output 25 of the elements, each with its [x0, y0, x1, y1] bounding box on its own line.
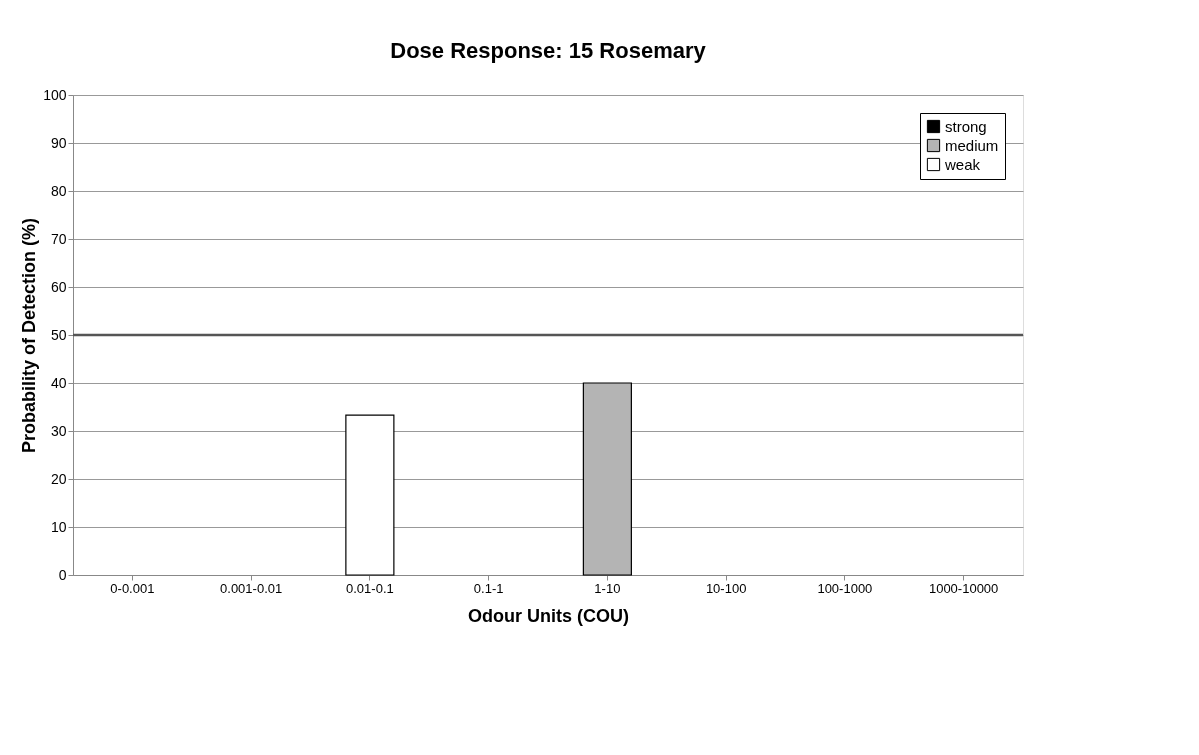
- x-tick-label: 0.01-0.1: [346, 580, 394, 596]
- y-tick-label: 40: [50, 374, 67, 391]
- y-tick-label: 30: [50, 422, 67, 439]
- y-tick-label: 70: [50, 230, 67, 247]
- x-tick-label: 0-0.001: [110, 580, 155, 596]
- y-tick-label: 10: [50, 518, 67, 535]
- chart-title: Dose Response: 15 Rosemary: [390, 38, 707, 63]
- x-tick-label: 1-10: [594, 580, 621, 596]
- x-axis-title: Odour Units (COU): [468, 605, 629, 626]
- legend-label: weak: [944, 155, 981, 173]
- y-tick-label: 90: [50, 134, 67, 151]
- y-tick-label: 100: [43, 86, 67, 103]
- x-tick-label: 0.001-0.01: [220, 580, 283, 596]
- y-tick-label: 80: [50, 182, 67, 199]
- x-tick-label: 0.1-1: [473, 580, 504, 596]
- y-tick-label: 20: [50, 470, 67, 487]
- legend-label: medium: [945, 136, 999, 154]
- x-tick-label: 100-1000: [817, 580, 873, 596]
- y-axis-title: Probability of Detection (%): [19, 217, 40, 454]
- x-tick-label: 1000-10000: [928, 580, 999, 596]
- y-tick-label: 60: [50, 278, 67, 295]
- x-tick-label: 10-100: [705, 580, 747, 596]
- y-tick-label: 50: [50, 326, 67, 343]
- y-tick-label: 0: [58, 566, 67, 583]
- legend-label: strong: [945, 117, 987, 135]
